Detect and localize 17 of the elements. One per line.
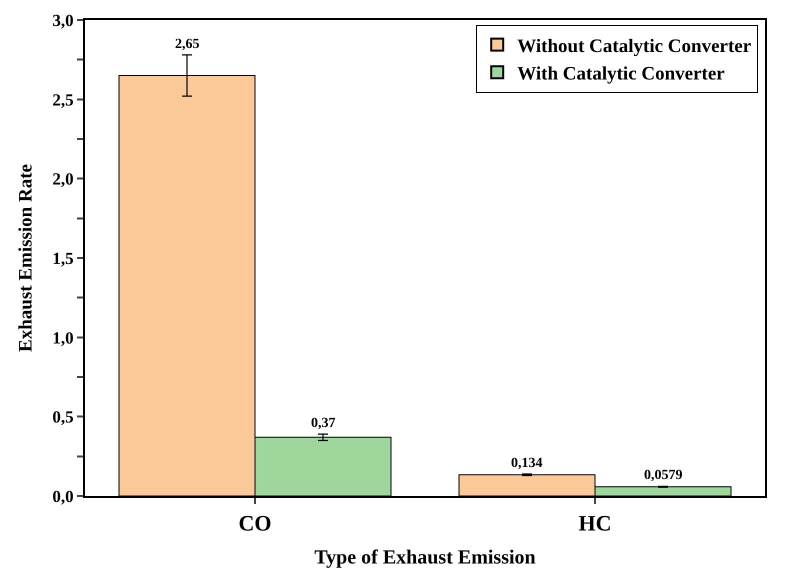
x-tick-label: CO [238, 510, 272, 536]
y-tick-label: 0,5 [52, 408, 74, 427]
y-axis-title: Exhaust Emission Rate [16, 164, 37, 352]
x-axis-title: Type of Exhaust Emission [314, 546, 536, 568]
data-label: 0,37 [311, 416, 336, 431]
y-tick-label: 1,5 [52, 248, 74, 268]
x-tick-label: HC [578, 510, 612, 536]
legend-label: With Catalytic Converter [517, 64, 726, 85]
data-label: 0,0579 [644, 468, 682, 483]
y-tick-label: 1,0 [52, 328, 74, 348]
data-label: 2,65 [175, 37, 200, 52]
data-label: 0,134 [511, 456, 542, 471]
y-tick-label: 0,0 [52, 486, 74, 506]
y-tick-label: 2,5 [52, 90, 74, 110]
y-tick-label: 2,0 [52, 170, 74, 189]
y-tick-label: 3,0 [52, 10, 74, 30]
legend-label: Without Catalytic Converter [517, 36, 752, 58]
